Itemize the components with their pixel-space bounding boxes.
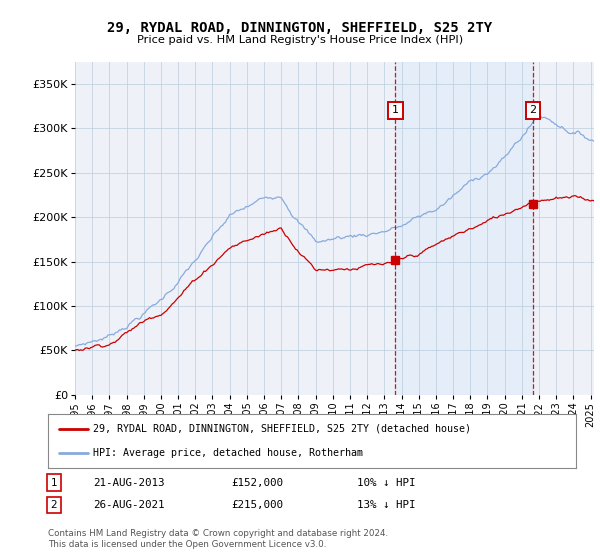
Text: 21-AUG-2013: 21-AUG-2013 bbox=[93, 478, 164, 488]
Text: 2: 2 bbox=[50, 500, 58, 510]
Bar bbox=[395, 62, 533, 395]
Text: 2: 2 bbox=[529, 105, 536, 115]
Text: 29, RYDAL ROAD, DINNINGTON, SHEFFIELD, S25 2TY (detached house): 29, RYDAL ROAD, DINNINGTON, SHEFFIELD, S… bbox=[93, 424, 471, 434]
Text: 1: 1 bbox=[392, 105, 399, 115]
Text: £215,000: £215,000 bbox=[231, 500, 283, 510]
Text: £152,000: £152,000 bbox=[231, 478, 283, 488]
Text: 29, RYDAL ROAD, DINNINGTON, SHEFFIELD, S25 2TY: 29, RYDAL ROAD, DINNINGTON, SHEFFIELD, S… bbox=[107, 21, 493, 35]
Text: 1: 1 bbox=[50, 478, 58, 488]
Text: HPI: Average price, detached house, Rotherham: HPI: Average price, detached house, Roth… bbox=[93, 448, 363, 458]
Text: 10% ↓ HPI: 10% ↓ HPI bbox=[357, 478, 415, 488]
Text: Price paid vs. HM Land Registry's House Price Index (HPI): Price paid vs. HM Land Registry's House … bbox=[137, 35, 463, 45]
Text: 13% ↓ HPI: 13% ↓ HPI bbox=[357, 500, 415, 510]
Text: 26-AUG-2021: 26-AUG-2021 bbox=[93, 500, 164, 510]
Text: Contains HM Land Registry data © Crown copyright and database right 2024.
This d: Contains HM Land Registry data © Crown c… bbox=[48, 529, 388, 549]
